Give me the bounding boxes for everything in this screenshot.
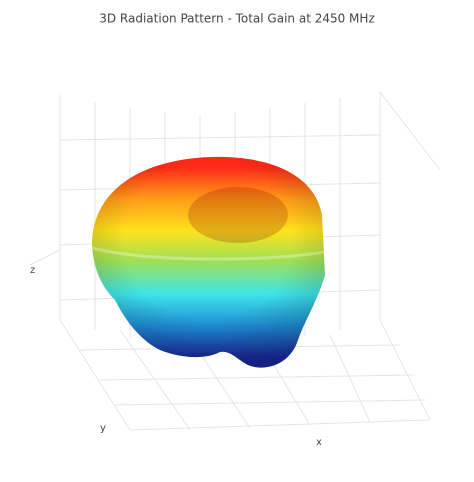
surface-shading <box>92 156 325 368</box>
y-axis-label: y <box>100 423 106 434</box>
surface-highlight <box>91 246 326 261</box>
x-axis-label: x <box>316 437 322 448</box>
z-axis-label: z <box>30 265 35 276</box>
surface-dent <box>188 187 288 243</box>
surface <box>91 156 326 368</box>
chart-title: 3D Radiation Pattern - Total Gain at 245… <box>99 12 375 26</box>
